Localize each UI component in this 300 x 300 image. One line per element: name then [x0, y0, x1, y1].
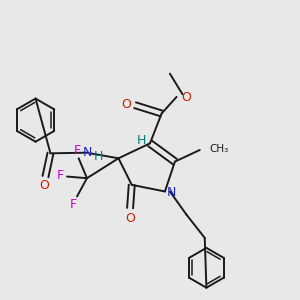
- Text: H: H: [137, 134, 146, 146]
- Text: F: F: [57, 169, 64, 182]
- Text: O: O: [121, 98, 131, 111]
- Text: F: F: [70, 198, 77, 211]
- Text: F: F: [74, 143, 81, 157]
- Text: O: O: [125, 212, 135, 224]
- Text: N: N: [82, 146, 92, 159]
- Text: O: O: [181, 92, 191, 104]
- Text: CH₃: CH₃: [209, 144, 228, 154]
- Text: H: H: [94, 150, 103, 163]
- Text: O: O: [39, 179, 49, 192]
- Text: N: N: [167, 186, 176, 199]
